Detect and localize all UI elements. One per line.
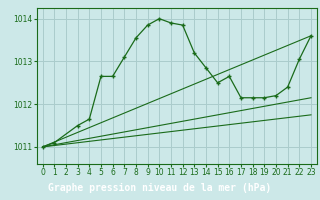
Text: Graphe pression niveau de la mer (hPa): Graphe pression niveau de la mer (hPa) [48, 183, 272, 193]
